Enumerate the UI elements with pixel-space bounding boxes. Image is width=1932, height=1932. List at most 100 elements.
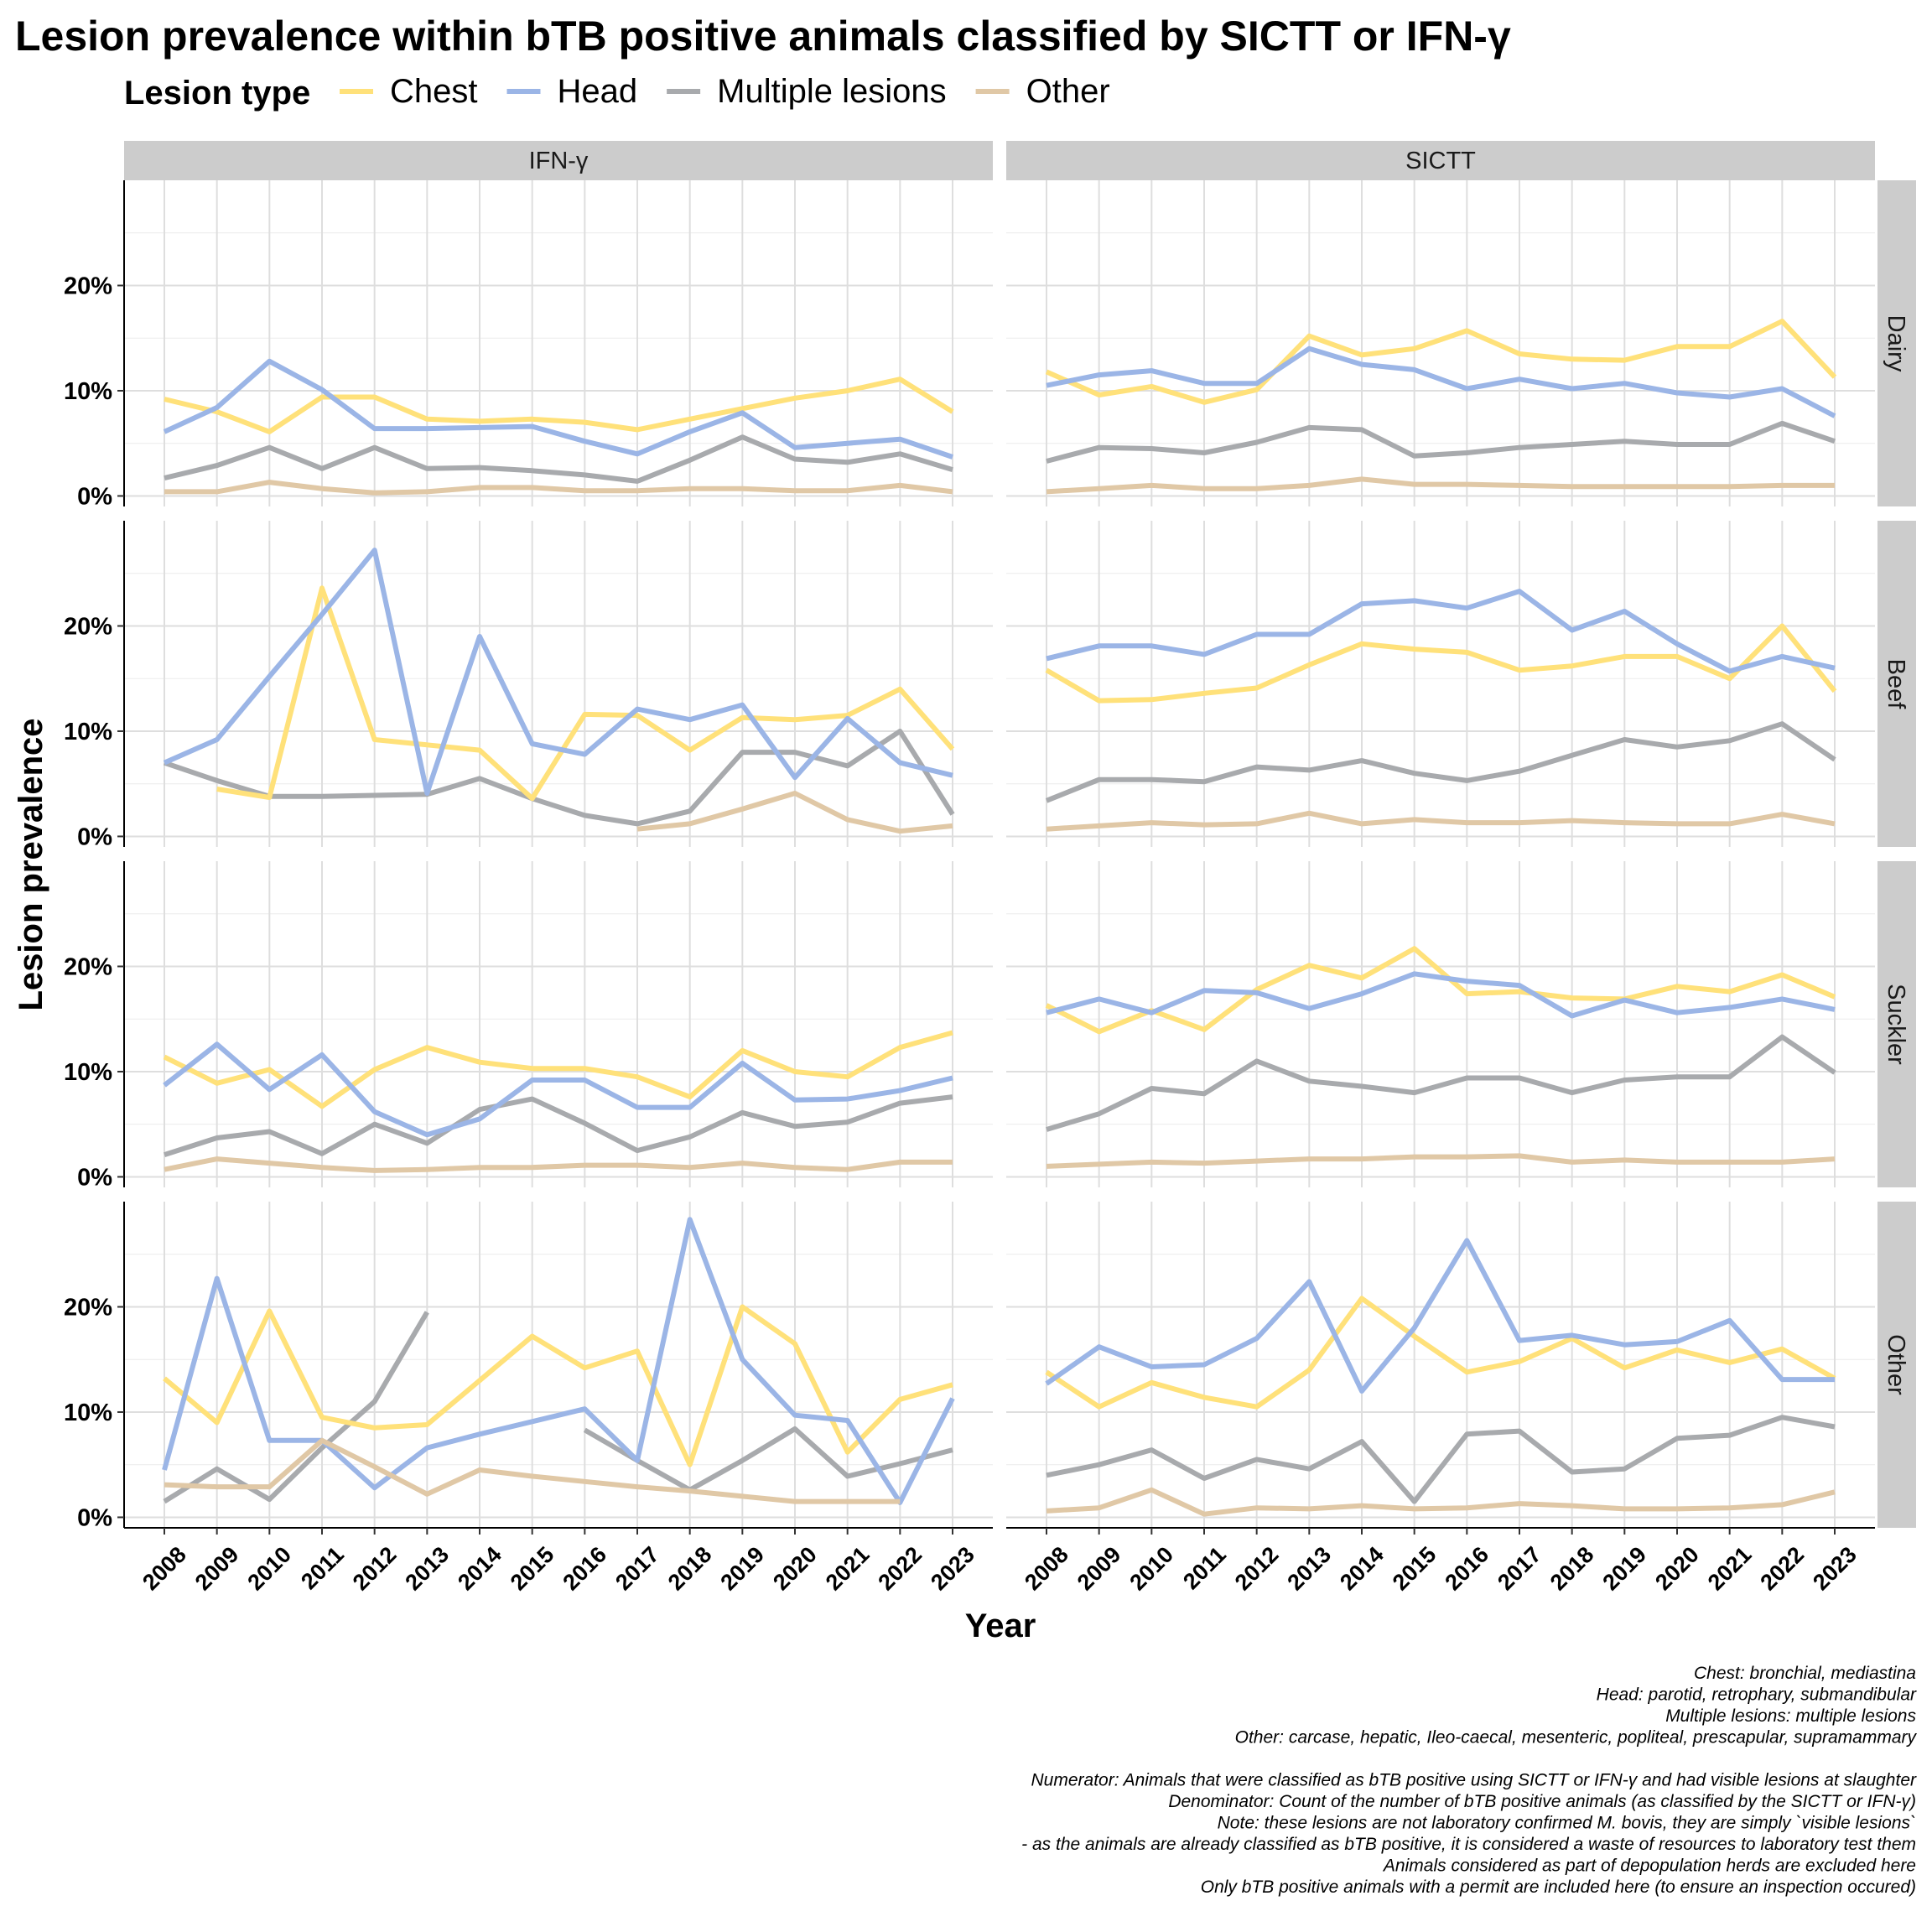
caption-line: - as the animals are already classified …: [1021, 1835, 1916, 1854]
x-tick-label: 2011: [1178, 1542, 1231, 1595]
legend-label-chest: Chest: [390, 73, 478, 110]
facet-panels: IFN-γ SICTTDairyBeefSucklerOther0%10%20%0…: [64, 141, 1916, 1595]
y-tick-label: 10%: [64, 378, 112, 405]
series-line-multiple-lesions: [1046, 1034, 1836, 1132]
x-tick-label: 2020: [768, 1542, 822, 1596]
legend-label-other: Other: [1026, 73, 1110, 110]
x-tick-label: 2021: [1703, 1542, 1757, 1596]
series-line-multiple-lesions: [164, 434, 953, 484]
x-tick-label: 2008: [1020, 1542, 1073, 1596]
x-tick-label: 2023: [926, 1542, 979, 1596]
series-line-multiple-lesions: [163, 1311, 429, 1504]
caption-line: Animals considered as part of depopulati…: [1382, 1857, 1916, 1876]
series-line-head: [163, 358, 953, 460]
panel-background: [1006, 521, 1875, 847]
series-line-other: [1046, 476, 1835, 495]
x-tick-label: 2019: [715, 1542, 769, 1596]
legend-label-multiple-lesions: Multiple lesions: [717, 73, 946, 110]
series-line-multiple-lesions: [164, 729, 955, 827]
series-line-chest: [1045, 319, 1837, 405]
series-line-chest: [164, 377, 954, 434]
x-tick-label: 2011: [296, 1542, 349, 1595]
strip-dairy: [1877, 180, 1916, 506]
strip-label-suckler: Suckler: [1883, 984, 1909, 1065]
series-line-other: [164, 480, 953, 496]
x-tick-label: 2010: [242, 1542, 296, 1596]
panel-sictt-dairy: [1006, 180, 1875, 506]
y-tick-label: 10%: [64, 1059, 112, 1086]
x-tick-label: 2015: [1388, 1542, 1441, 1596]
caption-line: Only bTB positive animals with a permit …: [1201, 1877, 1916, 1897]
panel-sictt-beef: [1006, 521, 1875, 847]
series-line-multiple-lesions: [583, 1426, 953, 1493]
caption-line: Numerator: Animals that were classified …: [1031, 1771, 1918, 1790]
panel-background: [124, 521, 993, 847]
strip-suckler: [1877, 861, 1916, 1187]
x-tick-label: 2014: [1335, 1542, 1389, 1596]
y-tick-label: 0%: [77, 823, 112, 850]
series-line-other: [636, 791, 953, 834]
panel-background: [1006, 180, 1875, 506]
y-axis-title: Lesion prevalence: [13, 718, 49, 1010]
x-tick-label: 2012: [1230, 1542, 1284, 1596]
strip-beef: [1877, 521, 1916, 847]
strip-label-sictt: SICTT: [1405, 148, 1476, 174]
y-tick-label: 10%: [64, 1400, 112, 1426]
strip-label-beef: Beef: [1883, 659, 1909, 710]
series-line-chest: [1045, 623, 1837, 704]
series-line-other: [1046, 1487, 1836, 1517]
strip-other: [1877, 1202, 1916, 1528]
legend-label-head: Head: [558, 73, 638, 110]
series-line-head: [162, 1217, 955, 1505]
caption-line: Denominator: Count of the number of bTB …: [1168, 1792, 1916, 1811]
x-tick-label: 2013: [400, 1542, 454, 1596]
strip-sictt: [1006, 141, 1875, 180]
x-tick-label: 2016: [558, 1542, 611, 1596]
caption-line: Multiple lesions: multiple lesions: [1665, 1706, 1916, 1726]
series-line-head: [1046, 589, 1836, 674]
legend: Lesion type Chest Head Multiple lesions Oth…: [124, 73, 1110, 112]
series-line-head: [1046, 345, 1836, 418]
x-tick-label: 2022: [873, 1542, 927, 1596]
x-tick-label: 2014: [453, 1542, 506, 1596]
x-tick-label: 2023: [1808, 1542, 1862, 1596]
series-line-chest: [1045, 946, 1836, 1035]
series-line-chest: [163, 1304, 953, 1467]
series-line-other: [164, 1437, 901, 1504]
strip-ifn: [124, 141, 993, 180]
x-tick-label: 2018: [663, 1542, 717, 1596]
x-tick-label: 2009: [190, 1542, 244, 1596]
x-tick-label: 2020: [1650, 1542, 1704, 1596]
series-line-head: [163, 1041, 953, 1138]
panel-background: [124, 861, 993, 1187]
x-axis-title: Year: [965, 1607, 1036, 1644]
caption-line: Note: these lesions are not laboratory c…: [1218, 1814, 1916, 1833]
y-tick-label: 20%: [64, 273, 112, 299]
series-line-chest: [216, 585, 955, 802]
caption-line: Other: carcase, hepatic, Ileo-caecal, me…: [1235, 1728, 1918, 1748]
panel-ifn-suckler: 0% 10% 20%: [64, 861, 993, 1191]
x-tick-label: 2017: [610, 1542, 664, 1596]
panel-background: [1006, 1202, 1875, 1528]
legend-title: Lesion type: [124, 75, 310, 112]
caption: Chest: bronchial, mediastina Head: paroti…: [1021, 1664, 1917, 1897]
y-tick-label: 0%: [77, 1504, 112, 1531]
series-line-multiple-lesions: [164, 1094, 953, 1157]
y-tick-label: 20%: [64, 953, 112, 980]
series-line-other: [1046, 810, 1836, 832]
x-tick-label: 2010: [1124, 1542, 1178, 1596]
series-line-chest: [1045, 1296, 1836, 1410]
caption-line: Chest: bronchial, mediastina: [1694, 1664, 1916, 1683]
series-line-chest: [163, 1030, 953, 1109]
y-tick-label: 20%: [64, 1294, 112, 1321]
strip-label-dairy: Dairy: [1883, 315, 1909, 372]
x-tick-label: 2013: [1282, 1542, 1336, 1596]
series-line-other: [164, 1156, 953, 1173]
x-tick-label: 2022: [1755, 1542, 1809, 1596]
series-line-multiple-lesions: [1045, 721, 1836, 803]
series-line-multiple-lesions: [1046, 420, 1836, 464]
series-line-head: [1045, 1238, 1835, 1394]
x-tick-label: 2019: [1597, 1542, 1651, 1596]
